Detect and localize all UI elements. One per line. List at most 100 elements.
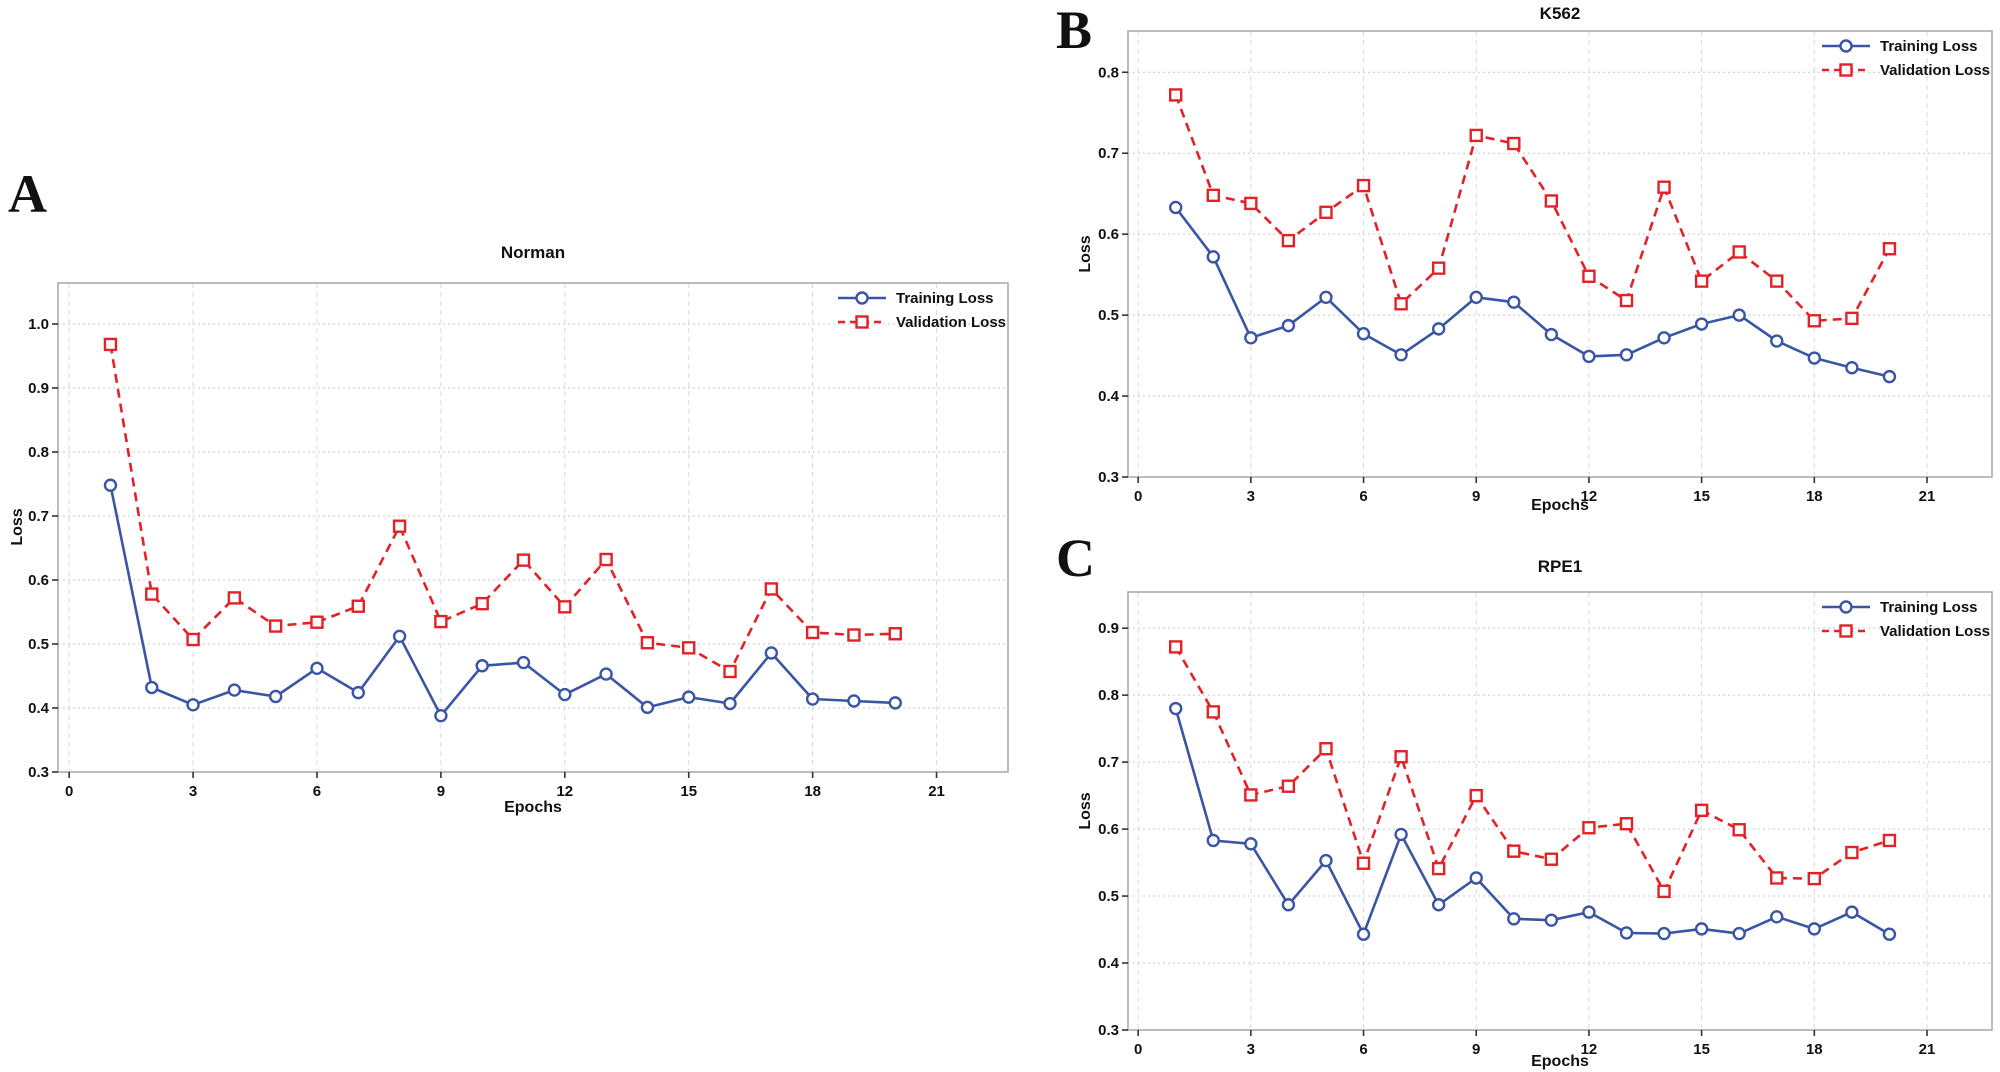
training-loss-marker [1507,295,1521,309]
plot-background [1128,31,1992,477]
training-loss-marker [310,661,324,676]
x-tick-label: 15 [1693,1041,1710,1058]
validation-loss-marker [1882,242,1897,256]
training-loss-marker [723,696,737,711]
validation-loss-marker [1657,884,1671,899]
validation-loss-marker [1732,245,1746,259]
x-tick-label: 12 [556,783,573,800]
training-loss-marker [1507,912,1521,926]
training-loss-marker [1206,833,1220,848]
training-loss-marker [1845,905,1859,919]
validation-loss-marker [1319,205,1333,220]
x-tick-label: 12 [1581,488,1598,505]
validation-loss-marker [1244,196,1258,211]
validation-loss-marker [268,619,283,633]
validation-loss-legend-marker [1839,624,1853,638]
training-loss-marker [1544,913,1559,927]
validation-loss-marker [1469,788,1483,803]
x-tick-label: 0 [65,783,73,800]
plot-area-k562: 0 3 6 9 12 15 18 21 0.3 0.4 0.5 0.6 0.7 0.8 Training L… [1098,30,1993,505]
validation-loss-marker [1619,817,1634,831]
chart-title-norman: Norman [501,243,565,262]
plot-area-rpe1: 0 3 6 9 12 15 18 21 0.3 0.4 0.5 0.6 0.7 0.8 0.9 Trainin… [1098,591,1993,1058]
training-loss-marker [764,646,779,660]
validation-loss-marker [1244,788,1258,802]
training-loss-marker [599,667,613,681]
training-loss-marker [1206,250,1220,264]
y-axis-label-c: Loss [1077,792,1094,829]
training-loss-marker [1281,898,1296,912]
legend-label: Validation Loss [896,314,1006,331]
panel-letter-a: A [8,164,47,224]
training-loss-marker [434,708,448,723]
y-tick-label: 1.0 [28,316,49,333]
plot-border [1127,30,1993,478]
y-axis-label-a: Loss [9,508,26,545]
x-tick-label: 12 [1581,1041,1598,1058]
training-loss-marker [1582,905,1596,919]
y-tick-label: 0.3 [1098,469,1119,486]
plot-area-norman: 0 3 6 9 12 15 18 21 0.3 0.4 0.5 0.6 0.7 0.8 0.9 1.0 Trai… [28,282,1009,800]
legend-label: Training Loss [1880,38,1978,55]
y-tick-label: 0.4 [1098,388,1120,405]
validation-loss-marker [434,614,448,629]
validation-loss-marker [1807,314,1822,328]
training-loss-marker [1770,334,1784,348]
validation-loss-marker [682,641,696,655]
validation-loss-marker [764,582,779,596]
legend-label: Training Loss [1880,599,1978,616]
x-tick-label: 18 [1806,1041,1823,1058]
y-tick-label: 0.7 [1098,754,1119,771]
validation-loss-marker [351,599,365,613]
validation-loss-marker [475,596,489,611]
validation-loss-marker [103,337,118,352]
validation-loss-marker [1694,274,1709,288]
validation-loss-marker [1507,136,1521,151]
x-tick-label: 18 [804,783,821,800]
training-loss-line [1174,206,1890,378]
training-loss-marker [475,659,489,673]
training-loss-marker [1694,317,1709,331]
validation-loss-marker [1356,856,1371,870]
validation-loss-marker [1356,178,1371,193]
validation-loss-marker [1619,293,1634,308]
y-tick-label: 0.7 [1098,145,1119,162]
validation-loss-marker [847,628,861,642]
training-loss-marker [268,689,283,704]
x-tick-label: 9 [1472,1041,1480,1058]
validation-loss-marker [1431,261,1446,275]
validation-loss-marker [1807,871,1822,886]
training-loss-marker [1319,853,1333,868]
validation-loss-marker [1544,194,1559,208]
training-loss-marker [1619,926,1634,940]
y-axis-label-b: Loss [1077,235,1094,272]
training-loss-marker [351,685,365,700]
x-tick-label: 15 [680,783,697,800]
validation-loss-marker [1431,861,1446,876]
training-loss-marker [640,700,655,715]
training-loss-marker [1169,200,1183,215]
validation-loss-marker [310,615,324,629]
validation-loss-marker [1732,823,1746,837]
training-loss-marker [1431,322,1446,336]
x-tick-label: 3 [189,783,197,800]
validation-loss-marker [1169,88,1183,102]
panel-letter-c: C [1056,528,1095,588]
validation-loss-marker [1694,803,1709,818]
chart-title-k562: K562 [1540,4,1581,23]
training-loss-marker [1394,827,1408,842]
legend-label: Validation Loss [1880,623,1990,640]
training-loss-marker [1657,331,1671,345]
training-loss-marker [1469,290,1483,305]
validation-loss-marker [1582,269,1596,283]
plot-border [57,282,1009,773]
y-tick-label: 0.4 [1098,955,1120,972]
training-loss-marker [1169,701,1183,716]
validation-loss-marker [805,625,820,640]
validation-loss-legend-marker [855,315,869,329]
plot-border [1127,591,1993,1031]
y-tick-label: 0.3 [1098,1022,1119,1039]
chart-title-rpe1: RPE1 [1538,557,1582,576]
x-tick-label: 21 [1919,488,1936,505]
validation-loss-marker [1845,845,1859,860]
